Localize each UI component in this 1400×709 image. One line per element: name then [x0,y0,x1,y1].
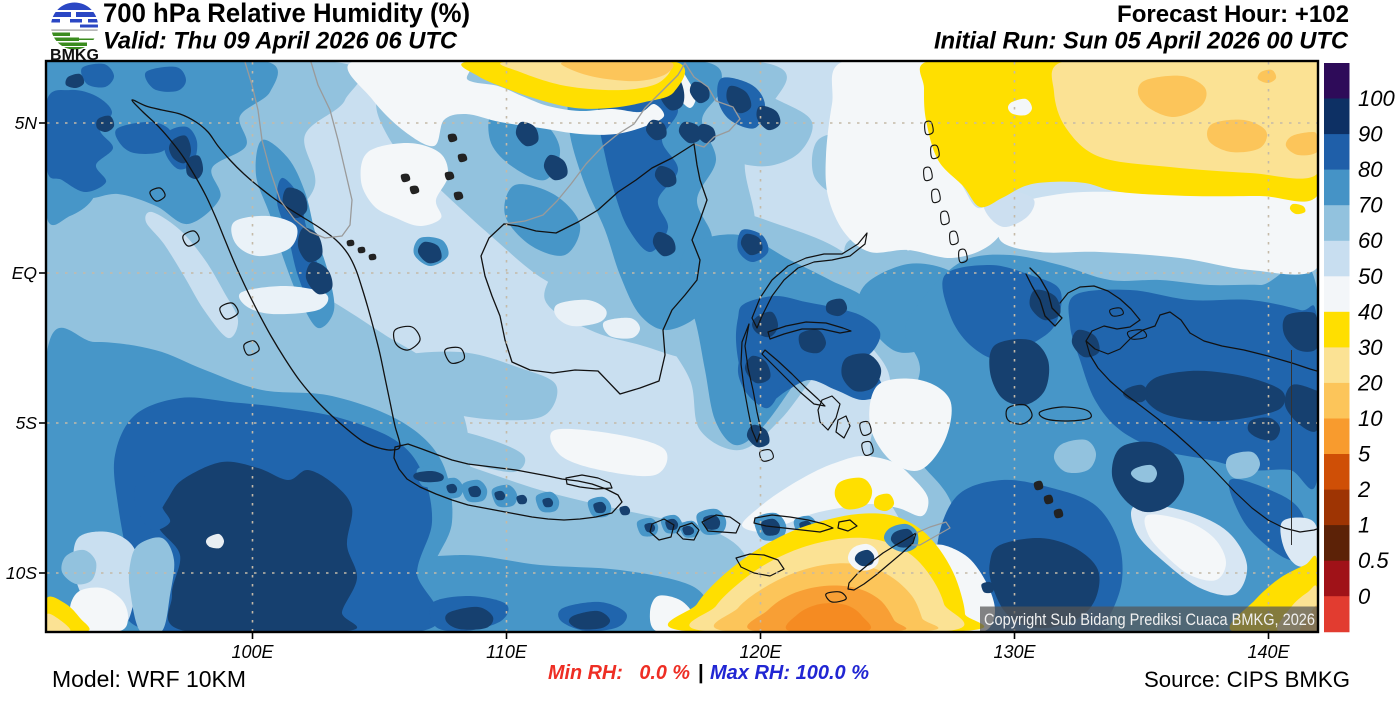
svg-text:|: | [698,661,704,684]
svg-text:130E: 130E [993,642,1036,662]
svg-text:30: 30 [1358,335,1383,360]
svg-text:BMKG: BMKG [50,47,99,64]
svg-text:120E: 120E [739,642,782,662]
svg-text:90: 90 [1358,122,1383,147]
svg-text:Min RH: 0.0 %: Min RH: 0.0 % [548,661,690,684]
svg-text:EQ: EQ [12,263,38,283]
svg-text:Model: WRF 10KM: Model: WRF 10KM [52,666,246,692]
svg-text:60: 60 [1358,228,1383,253]
svg-text:1: 1 [1358,513,1370,538]
svg-text:100E: 100E [231,642,274,662]
svg-text:10: 10 [1358,406,1383,431]
svg-text:70: 70 [1358,193,1383,218]
svg-text:Max RH: 100.0 %: Max RH: 100.0 % [710,661,869,684]
svg-text:5: 5 [1358,442,1371,467]
svg-text:5S: 5S [16,413,38,433]
svg-text:Copyright Sub Bidang Prediksi: Copyright Sub Bidang Prediksi Cuaca BMKG… [984,611,1315,629]
svg-text:2: 2 [1357,477,1370,502]
svg-text:110E: 110E [486,642,528,662]
svg-text:5N: 5N [15,113,38,133]
svg-text:50: 50 [1358,264,1383,289]
svg-text:100: 100 [1358,86,1395,111]
svg-text:Source: CIPS BMKG: Source: CIPS BMKG [1144,667,1350,692]
svg-text:20: 20 [1357,370,1383,395]
svg-text:80: 80 [1358,157,1383,182]
svg-text:40: 40 [1358,299,1383,324]
svg-text:Valid: Thu 09 April 2026 06 UT: Valid: Thu 09 April 2026 06 UTC [103,28,458,55]
svg-text:0: 0 [1358,584,1371,609]
svg-text:700 hPa Relative Humidity (%): 700 hPa Relative Humidity (%) [103,0,470,28]
svg-text:0.5: 0.5 [1358,548,1389,573]
svg-text:140E: 140E [1247,642,1290,662]
svg-text:Forecast Hour: +102: Forecast Hour: +102 [1117,1,1349,28]
svg-text:10S: 10S [6,563,37,583]
svg-text:Initial Run: Sun 05 April 2026: Initial Run: Sun 05 April 2026 00 UTC [934,28,1349,55]
